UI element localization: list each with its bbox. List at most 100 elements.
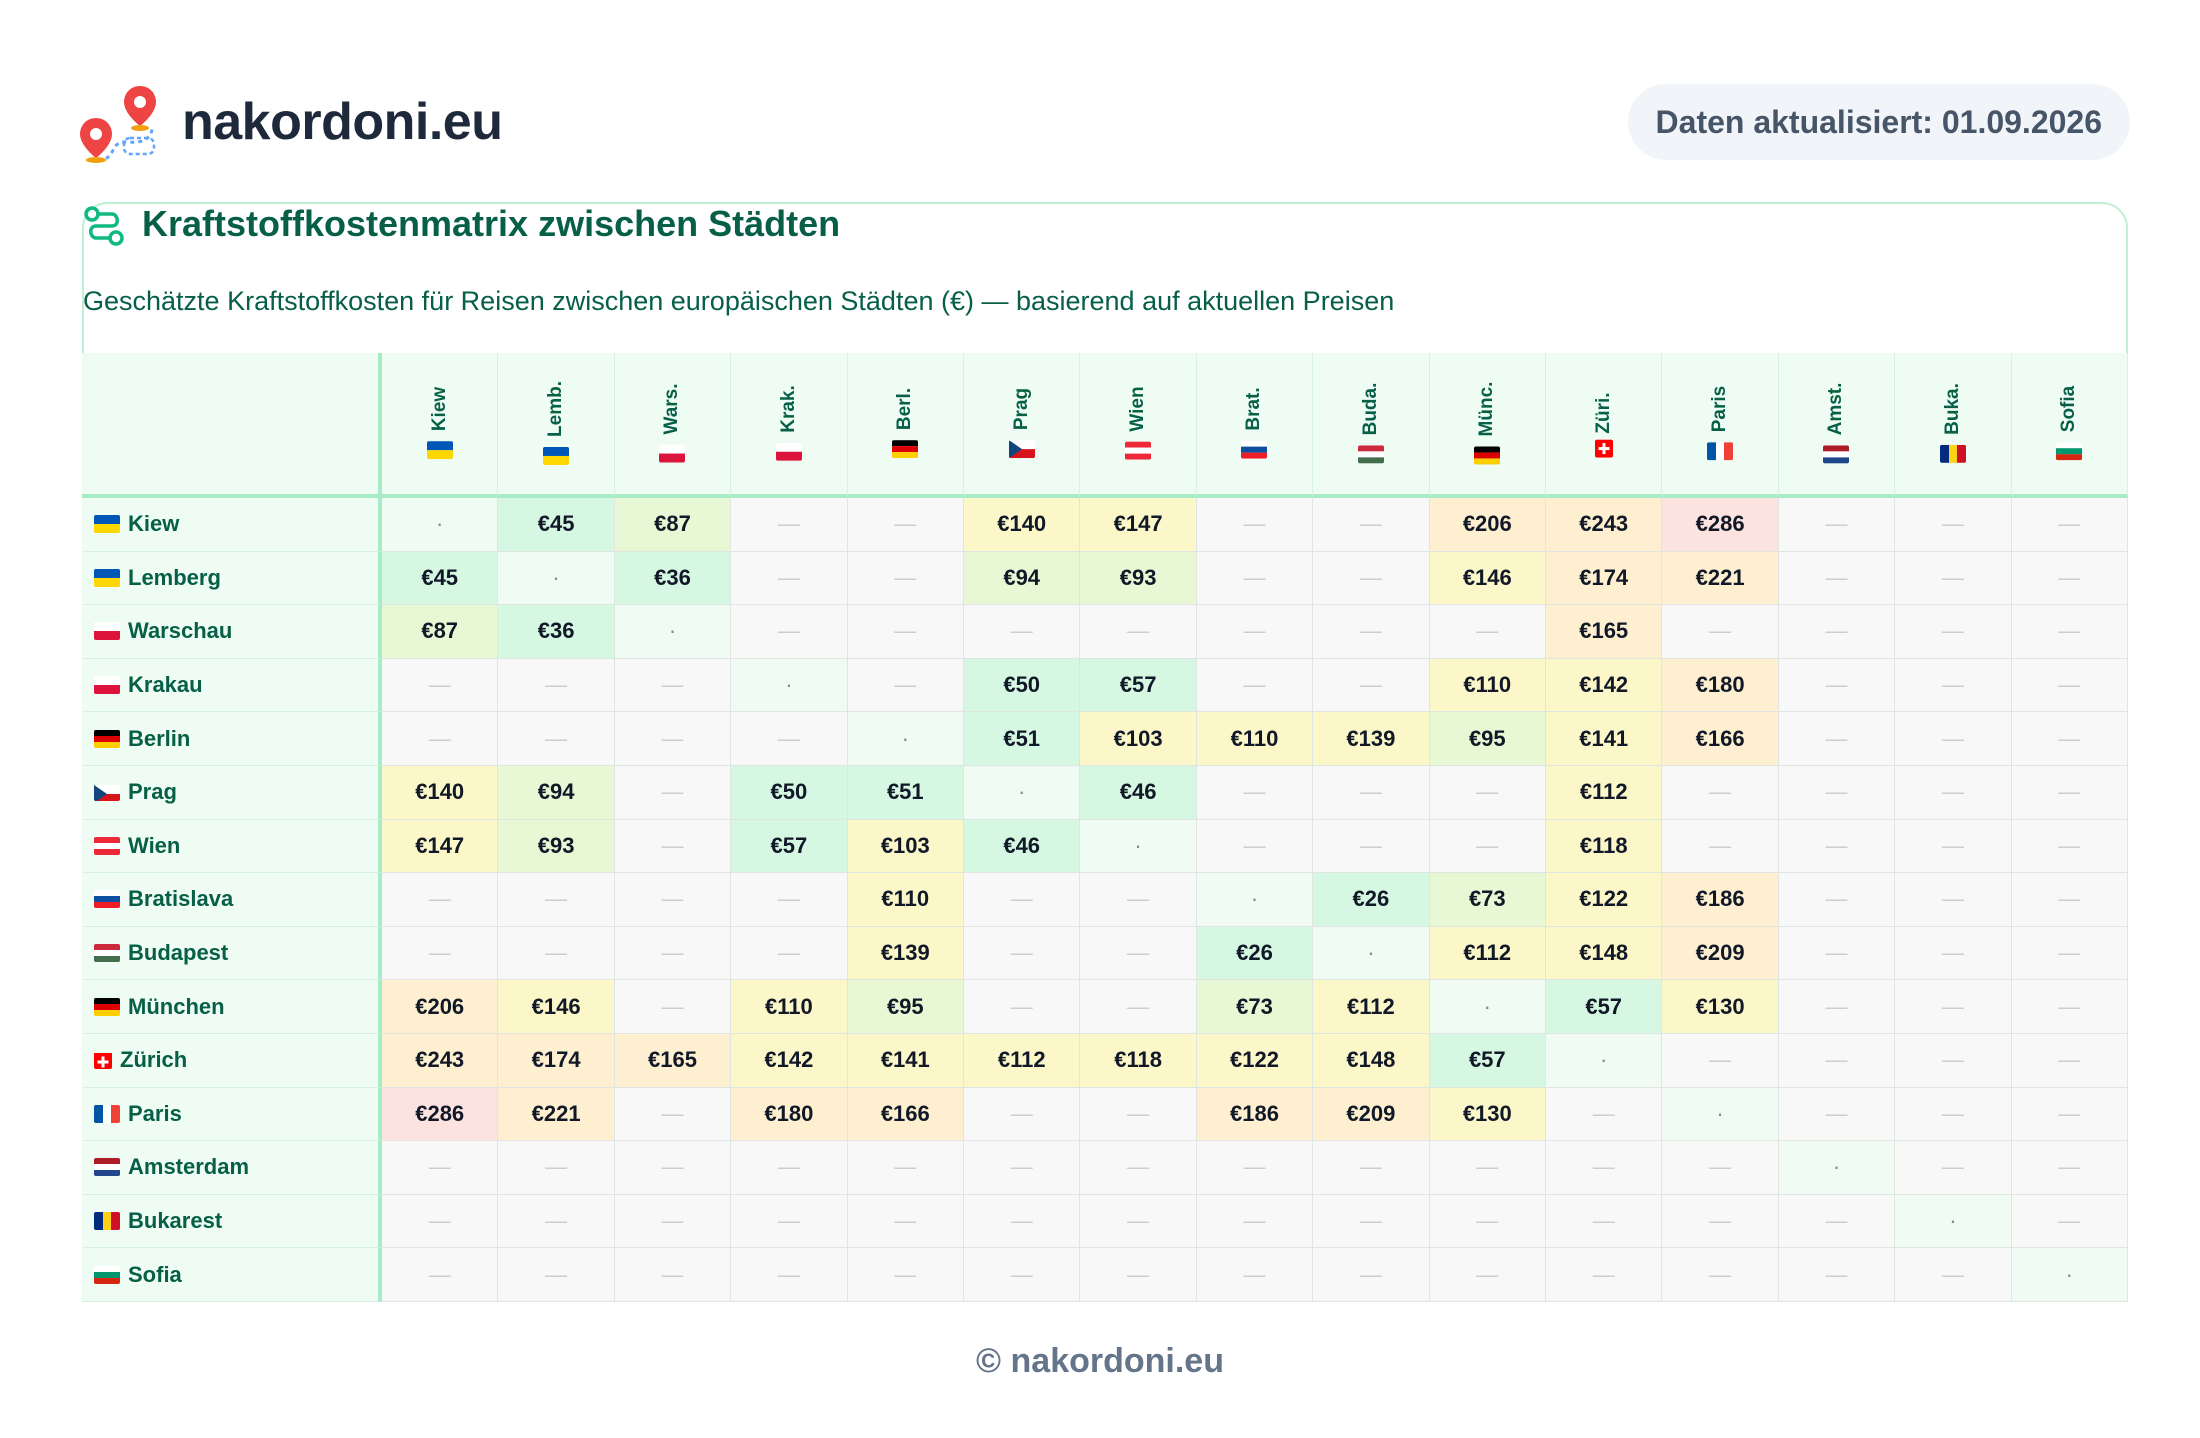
matrix-cell-cost: €57 — [1429, 1033, 1546, 1088]
matrix-cell-empty: — — [498, 873, 615, 927]
matrix-cell-empty: — — [614, 1141, 732, 1195]
matrix-cell-cost: €130 — [1662, 980, 1779, 1034]
matrix-cell-empty: — — [614, 1194, 732, 1249]
matrix-cell-empty: — — [1895, 819, 2012, 874]
matrix-cell-empty: — — [614, 658, 732, 713]
matrix-cell-cost: €147 — [1080, 498, 1197, 552]
matrix-cell-empty: — — [1778, 551, 1896, 606]
matrix-cell-diagonal: · — [964, 765, 1081, 820]
flag-de-icon — [94, 729, 120, 748]
matrix-cell-empty: — — [1778, 605, 1896, 659]
matrix-cell-empty: — — [964, 1194, 1081, 1249]
row-header-label: Zürich — [120, 1047, 188, 1073]
flag-hu-icon — [1357, 445, 1384, 464]
matrix-cell-empty: — — [614, 926, 732, 981]
matrix-cell-empty: — — [498, 1194, 615, 1249]
row-header-label: Krakau — [128, 672, 203, 698]
matrix-cell-empty: — — [1080, 605, 1197, 659]
matrix-cell-empty: — — [1895, 1248, 2012, 1302]
matrix-cell-empty: — — [731, 1248, 848, 1302]
row-header-label: Prag — [128, 779, 177, 805]
matrix-cell-empty: — — [1080, 1248, 1197, 1302]
flag-sk-icon — [1241, 440, 1268, 459]
matrix-cell-diagonal: · — [614, 605, 732, 659]
matrix-cell-cost: €46 — [964, 819, 1081, 874]
matrix-cell-cost: €165 — [1546, 605, 1663, 659]
matrix-cell-empty: — — [1546, 1141, 1663, 1195]
matrix-cell-cost: €142 — [731, 1033, 848, 1088]
matrix-cell-cost: €180 — [731, 1087, 848, 1142]
row-header-label: Berlin — [128, 725, 191, 751]
matrix-cell-empty: — — [1429, 765, 1546, 820]
footer-copyright[interactable]: © nakordoni.eu — [976, 1342, 1224, 1380]
column-header: Paris — [1662, 353, 1779, 498]
matrix-cell-cost: €147 — [382, 819, 499, 874]
matrix-cell-cost: €286 — [1662, 498, 1779, 552]
matrix-cell-empty: — — [731, 926, 848, 981]
matrix-cell-empty: — — [1778, 873, 1896, 927]
matrix-cell-empty: — — [1429, 819, 1546, 874]
matrix-cell-cost: €26 — [1313, 873, 1430, 927]
matrix-cell-empty: — — [964, 1141, 1081, 1195]
matrix-cell-cost: €166 — [847, 1087, 964, 1142]
flag-de-icon — [892, 440, 919, 459]
matrix-cell-cost: €141 — [1546, 712, 1663, 766]
row-header-label: Amsterdam — [128, 1154, 250, 1180]
matrix-cell-diagonal: · — [1429, 980, 1546, 1034]
row-header: Prag — [82, 765, 382, 820]
matrix-cell-empty: — — [2011, 1194, 2128, 1249]
matrix-cell-empty: — — [964, 980, 1081, 1034]
flag-fr-icon — [94, 1104, 120, 1123]
row-header-label: Warschau — [128, 618, 233, 644]
matrix-cell-cost: €45 — [382, 551, 499, 606]
matrix-cell-cost: €94 — [498, 765, 615, 820]
matrix-cell-empty: — — [1778, 712, 1896, 766]
flag-ua-icon — [94, 568, 120, 587]
matrix-cell-empty: — — [1895, 926, 2012, 981]
matrix-cell-empty: — — [2011, 551, 2128, 606]
column-header: Wars. — [614, 353, 732, 498]
matrix-cell-cost: €51 — [964, 712, 1081, 766]
matrix-cell-empty: — — [847, 1248, 964, 1302]
matrix-cell-empty: — — [1778, 980, 1896, 1034]
matrix-cell-empty: — — [1546, 1087, 1663, 1142]
row-header: Bratislava — [82, 873, 382, 927]
matrix-cell-empty: — — [1778, 498, 1896, 552]
matrix-cell-empty: — — [1662, 1248, 1779, 1302]
site-name[interactable]: nakordoni.eu — [182, 93, 503, 151]
matrix-cell-cost: €110 — [1196, 712, 1314, 766]
matrix-cell-empty: — — [382, 658, 499, 713]
matrix-cell-empty: — — [614, 765, 732, 820]
row-header-label: Wien — [128, 832, 181, 858]
matrix-cell-cost: €51 — [847, 765, 964, 820]
column-header: Buka. — [1895, 353, 2012, 498]
column-header-label: Paris — [1709, 385, 1731, 433]
matrix-cell-empty: — — [614, 1087, 732, 1142]
column-header: Sofia — [2011, 353, 2128, 498]
matrix-cell-empty: — — [1196, 765, 1314, 820]
matrix-cell-empty: — — [847, 605, 964, 659]
card-title: Kraftstoffkostenmatrix zwischen Städten — [142, 203, 841, 244]
matrix-cell-empty: — — [1429, 1141, 1546, 1195]
matrix-cell-cost: €146 — [1429, 551, 1546, 606]
row-header: Wien — [82, 819, 382, 874]
matrix-cell-cost: €73 — [1196, 980, 1314, 1034]
matrix-cell-empty: — — [1196, 1248, 1314, 1302]
matrix-cell-empty: — — [2011, 1087, 2128, 1142]
matrix-cell-cost: €110 — [1429, 658, 1546, 713]
matrix-cell-empty: — — [1313, 1141, 1430, 1195]
matrix-cell-cost: €87 — [382, 605, 499, 659]
flag-nl-icon — [94, 1158, 120, 1177]
matrix-cell-cost: €112 — [964, 1033, 1081, 1088]
flag-hu-icon — [94, 944, 120, 963]
matrix-cell-empty: — — [731, 551, 848, 606]
matrix-cell-empty: — — [1196, 819, 1314, 874]
matrix-cell-empty: — — [1196, 551, 1314, 606]
row-header: Paris — [82, 1087, 382, 1142]
matrix-cell-empty: — — [1778, 1194, 1896, 1249]
matrix-cell-cost: €186 — [1196, 1087, 1314, 1142]
matrix-cell-diagonal: · — [1662, 1087, 1779, 1142]
matrix-cell-empty: — — [1895, 765, 2012, 820]
flag-at-icon — [1125, 441, 1152, 460]
row-header: Amsterdam — [82, 1141, 382, 1195]
